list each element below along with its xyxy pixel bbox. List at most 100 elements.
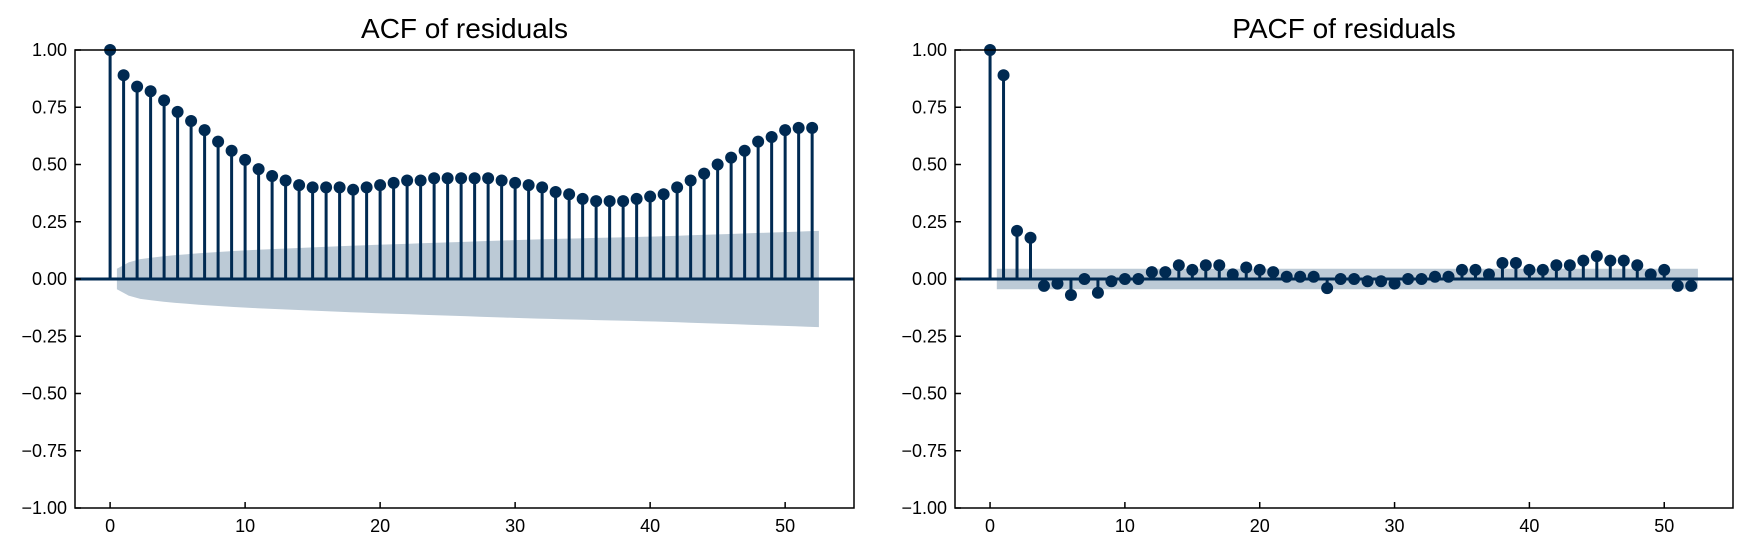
pacf-xtick-label: 30: [1385, 516, 1405, 536]
acf-point-lag-4: [158, 94, 171, 107]
acf-point-lag-8: [212, 135, 225, 148]
acf-point-lag-44: [698, 167, 711, 180]
pacf-point-lag-16: [1199, 259, 1212, 272]
pacf-xtick-label: 20: [1250, 516, 1270, 536]
pacf-point-lag-4: [1037, 279, 1050, 292]
pacf-point-lag-39: [1509, 256, 1522, 269]
acf-ytick-label: −1.00: [21, 498, 67, 518]
acf-point-lag-43: [684, 174, 697, 187]
acf-point-lag-29: [495, 174, 508, 187]
pacf-point-lag-28: [1361, 275, 1374, 288]
pacf-point-lag-13: [1159, 266, 1172, 279]
acf-point-lag-34: [563, 188, 576, 201]
pacf-point-lag-9: [1105, 275, 1118, 288]
pacf-ytick-label: 1.00: [912, 40, 947, 60]
acf-point-lag-26: [455, 172, 468, 185]
pacf-point-lag-25: [1321, 282, 1334, 295]
pacf-ytick-label: −0.50: [901, 384, 947, 404]
acf-point-lag-37: [603, 195, 616, 208]
pacf-point-lag-33: [1429, 270, 1442, 283]
pacf-xtick-label: 0: [985, 516, 995, 536]
acf-ytick-label: 1.00: [32, 40, 67, 60]
pacf-title: PACF of residuals: [1232, 13, 1456, 44]
pacf-point-lag-34: [1442, 270, 1455, 283]
pacf-point-lag-44: [1577, 254, 1590, 267]
acf-ytick-label: −0.25: [21, 326, 67, 346]
pacf-point-lag-43: [1563, 259, 1576, 272]
pacf-point-lag-52: [1685, 279, 1698, 292]
pacf-xtick-label: 40: [1519, 516, 1539, 536]
pacf-point-lag-19: [1240, 261, 1253, 274]
acf-point-lag-19: [360, 181, 373, 194]
pacf-ytick-label: −0.75: [901, 441, 947, 461]
acf-point-lag-22: [401, 174, 414, 187]
pacf-point-lag-10: [1118, 273, 1131, 285]
acf-point-lag-13: [279, 174, 292, 187]
acf-point-lag-42: [671, 181, 684, 194]
acf-point-lag-52: [806, 121, 819, 134]
pacf-point-lag-20: [1253, 263, 1266, 276]
pacf-point-lag-3: [1024, 231, 1037, 244]
acf-point-lag-45: [711, 158, 724, 171]
acf-point-lag-14: [293, 179, 306, 192]
acf-xtick-label: 10: [235, 516, 255, 536]
pacf-ytick-label: 0.50: [912, 155, 947, 175]
pacf-point-lag-46: [1604, 254, 1617, 267]
acf-xtick-label: 0: [105, 516, 115, 536]
pacf-point-lag-15: [1186, 263, 1199, 276]
acf-point-lag-38: [617, 195, 630, 208]
acf-point-lag-36: [590, 195, 603, 208]
acf-point-lag-27: [468, 172, 481, 185]
pacf-point-lag-51: [1671, 279, 1684, 292]
pacf-point-lag-8: [1091, 286, 1104, 299]
acf-point-lag-11: [252, 163, 265, 176]
acf-point-lag-30: [509, 176, 522, 189]
acf-point-lag-15: [306, 181, 319, 194]
pacf-point-lag-49: [1644, 268, 1657, 281]
acf-point-lag-28: [482, 172, 495, 185]
acf-ytick-label: 0.75: [32, 97, 67, 117]
acf-point-lag-10: [239, 153, 252, 166]
pacf-point-lag-27: [1348, 273, 1361, 285]
acf-point-lag-40: [644, 190, 657, 203]
pacf-point-lag-22: [1280, 270, 1293, 283]
acf-point-lag-5: [171, 105, 184, 118]
pacf-panel: PACF of residuals −1.00 −0.75 −0.50 −0.25 0.…: [901, 13, 1734, 536]
acf-point-lag-46: [725, 151, 738, 164]
acf-point-lag-7: [198, 124, 211, 137]
pacf-ytick-label: −1.00: [901, 498, 947, 518]
acf-point-lag-12: [266, 169, 279, 182]
acf-point-lag-18: [347, 183, 360, 196]
acf-title: ACF of residuals: [361, 13, 568, 44]
pacf-point-lag-26: [1334, 273, 1347, 285]
acf-point-lag-17: [333, 181, 346, 194]
pacf-point-lag-48: [1631, 259, 1644, 272]
pacf-point-lag-2: [1011, 224, 1024, 237]
pacf-xtick-label: 50: [1654, 516, 1674, 536]
pacf-point-lag-45: [1590, 250, 1603, 263]
acf-xtick-label: 20: [370, 516, 390, 536]
pacf-point-lag-37: [1482, 268, 1495, 281]
pacf-point-lag-30: [1388, 277, 1401, 290]
pacf-point-lag-35: [1455, 263, 1468, 276]
pacf-point-lag-40: [1523, 263, 1536, 276]
pacf-point-lag-21: [1267, 266, 1280, 279]
acf-xtick-label: 40: [640, 516, 660, 536]
acf-point-lag-20: [374, 179, 387, 192]
pacf-point-lag-50: [1658, 263, 1671, 276]
pacf-point-lag-38: [1496, 256, 1509, 269]
acf-point-lag-48: [752, 135, 765, 148]
acf-xtick-label: 50: [775, 516, 795, 536]
pacf-xtick-label: 10: [1115, 516, 1135, 536]
acf-point-lag-24: [428, 172, 441, 185]
pacf-point-lag-5: [1051, 277, 1064, 290]
pacf-point-lag-23: [1294, 270, 1307, 283]
pacf-point-lag-1: [997, 69, 1010, 82]
acf-panel: ACF of residuals −1.00 −0.75 −0.50 −0.25 0.0…: [21, 13, 855, 536]
acf-ytick-label: 0.00: [32, 269, 67, 289]
pacf-ytick-label: 0.25: [912, 212, 947, 232]
pacf-point-lag-41: [1536, 263, 1549, 276]
acf-point-lag-49: [765, 131, 778, 144]
acf-point-lag-25: [441, 172, 454, 185]
